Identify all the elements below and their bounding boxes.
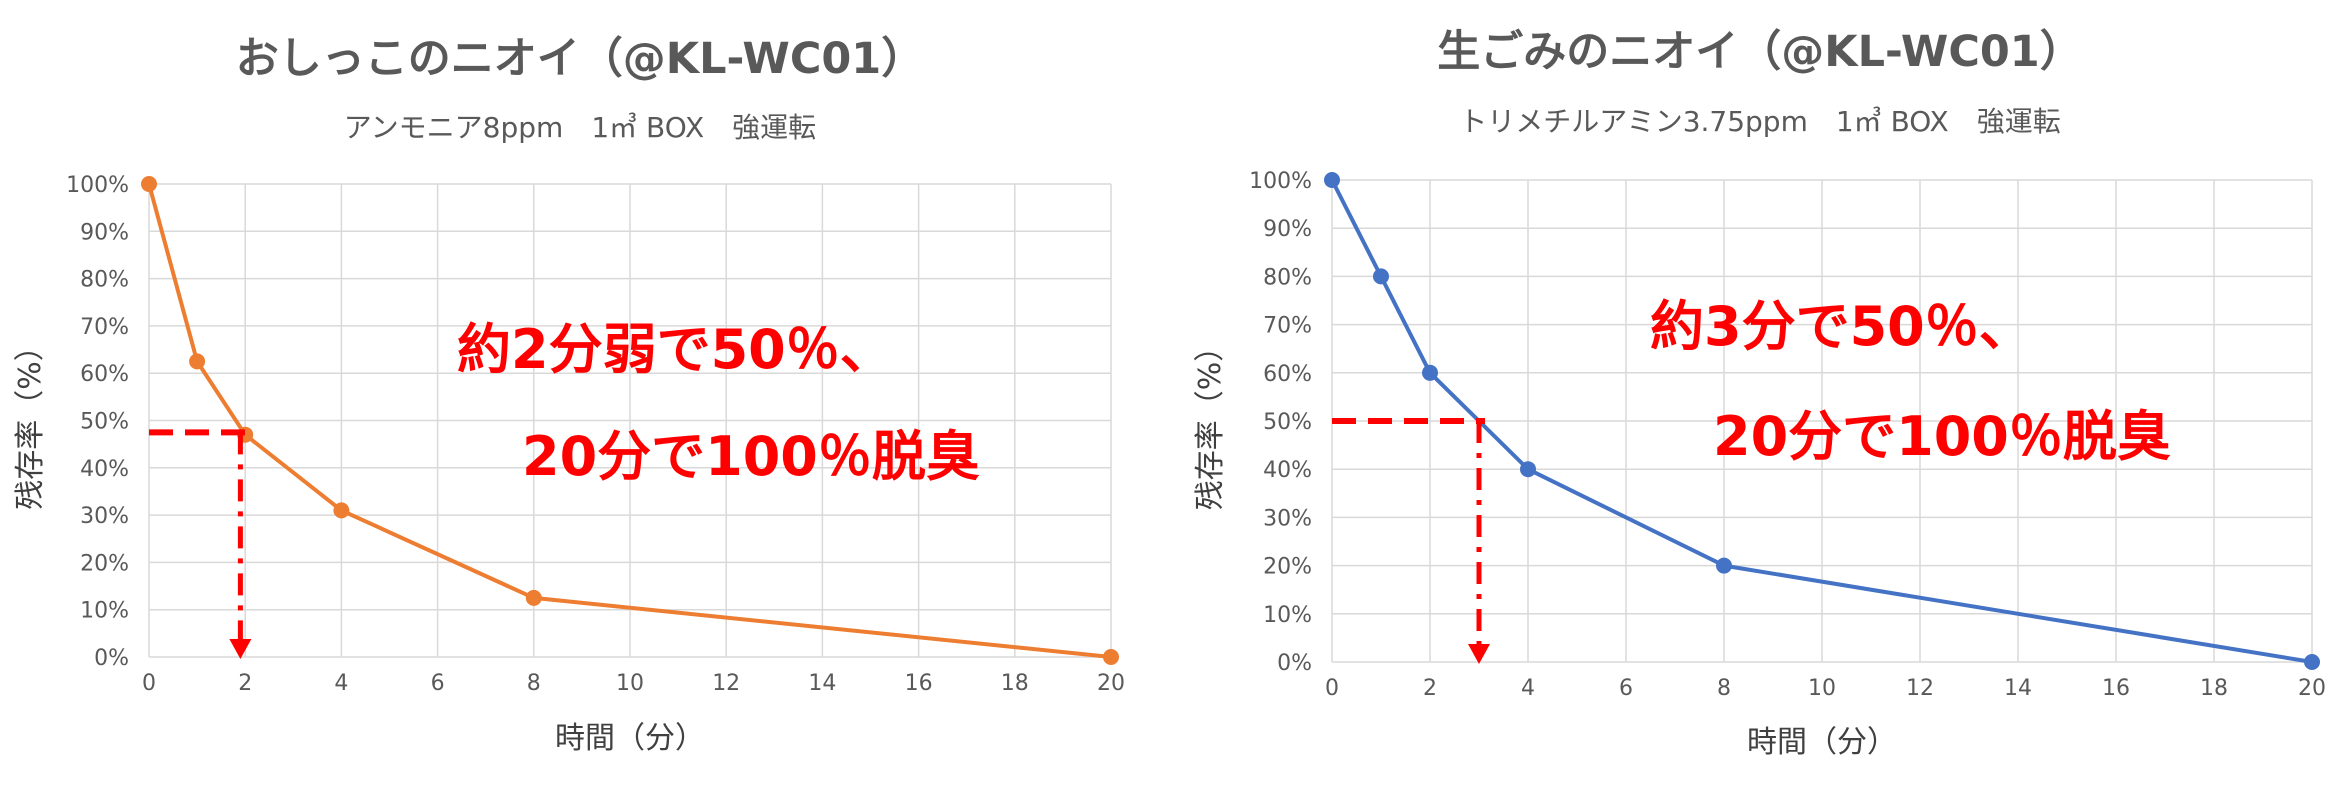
y-tick-label: 30% bbox=[1263, 506, 1312, 531]
data-point bbox=[1103, 649, 1119, 665]
x-tick-label: 20 bbox=[2298, 676, 2326, 701]
chart-panel-1: おしっこのニオイ（@KL-WC01） アンモニア8ppm 1㎥ BOX 強運転 0%… bbox=[13, 34, 1125, 756]
data-point bbox=[333, 502, 350, 519]
x-tick-label: 16 bbox=[2102, 676, 2130, 701]
data-point bbox=[525, 589, 542, 606]
y-tick-label: 90% bbox=[1263, 217, 1312, 242]
x-tick-label: 6 bbox=[431, 671, 445, 696]
data-point bbox=[1422, 364, 1438, 381]
x-tick-label: 10 bbox=[616, 671, 644, 696]
y-tick-label: 20% bbox=[1263, 555, 1312, 580]
y-tick-label: 30% bbox=[80, 504, 129, 529]
data-point bbox=[189, 353, 206, 370]
x-tick-label: 10 bbox=[1808, 676, 1836, 701]
x-tick-label: 2 bbox=[1423, 676, 1437, 701]
y-tick-label: 10% bbox=[80, 599, 129, 624]
y-tick-label: 90% bbox=[80, 220, 129, 245]
y-tick-label: 80% bbox=[80, 268, 129, 293]
data-point bbox=[1324, 172, 1340, 188]
y-tick-label: 0% bbox=[94, 646, 129, 671]
x-tick-label: 16 bbox=[905, 671, 933, 696]
y-tick-label: 50% bbox=[1263, 410, 1312, 435]
series-line bbox=[147, 183, 1112, 659]
y-tick-label: 50% bbox=[80, 410, 129, 435]
annotation-text: 20分で100％脱臭 bbox=[1713, 405, 2171, 468]
y-tick-label: 70% bbox=[80, 315, 129, 340]
data-point bbox=[1716, 557, 1732, 574]
y-axis-label: 残存率（%） bbox=[13, 331, 48, 510]
annotation-text: 約3分で50％、 bbox=[1650, 295, 2033, 358]
x-axis-label: 時間（分） bbox=[1747, 725, 1897, 760]
data-point bbox=[1520, 461, 1536, 478]
x-tick-label: 8 bbox=[1717, 676, 1731, 701]
y-tick-label: 10% bbox=[1263, 603, 1312, 628]
x-tick-label: 18 bbox=[2200, 676, 2228, 701]
gridlines bbox=[148, 183, 1112, 658]
y-axis-label: 残存率（%） bbox=[1193, 332, 1228, 511]
x-tick-label: 14 bbox=[808, 671, 836, 696]
reference-arrowhead bbox=[229, 639, 252, 659]
x-tick-label: 6 bbox=[1619, 676, 1633, 701]
reference-arrowhead bbox=[1468, 644, 1490, 664]
y-tick-label: 100% bbox=[1249, 169, 1312, 194]
data-point bbox=[1373, 268, 1389, 285]
x-tick-label: 20 bbox=[1097, 671, 1125, 696]
y-tick-label: 40% bbox=[1263, 458, 1312, 483]
y-tick-label: 60% bbox=[80, 362, 129, 387]
y-tick-label: 70% bbox=[1263, 314, 1312, 339]
data-point bbox=[2304, 654, 2320, 670]
x-tick-label: 0 bbox=[142, 671, 156, 696]
x-tick-label: 4 bbox=[1521, 676, 1535, 701]
x-tick-label: 8 bbox=[527, 671, 541, 696]
chart-title: おしっこのニオイ（@KL-WC01） bbox=[236, 34, 924, 84]
y-tick-label: 20% bbox=[80, 551, 129, 576]
chart-subtitle: トリメチルアミン3.75ppm 1㎥ BOX 強運転 bbox=[1459, 105, 2060, 138]
x-tick-label: 4 bbox=[334, 671, 348, 696]
x-tick-label: 0 bbox=[1325, 676, 1339, 701]
x-axis-label: 時間（分） bbox=[555, 721, 705, 756]
x-tick-label: 14 bbox=[2004, 676, 2032, 701]
annotation-text: 20分で100％脱臭 bbox=[522, 425, 980, 488]
gridlines bbox=[1331, 179, 2313, 663]
y-tick-label: 100% bbox=[66, 173, 129, 198]
x-tick-label: 12 bbox=[712, 671, 740, 696]
x-tick-label: 18 bbox=[1001, 671, 1029, 696]
data-point bbox=[141, 176, 157, 192]
y-tick-label: 40% bbox=[80, 457, 129, 482]
y-tick-label: 0% bbox=[1277, 651, 1312, 676]
x-tick-label: 2 bbox=[238, 671, 252, 696]
y-tick-label: 80% bbox=[1263, 265, 1312, 290]
y-tick-label: 60% bbox=[1263, 362, 1312, 387]
chart-subtitle: アンモニア8ppm 1㎥ BOX 強運転 bbox=[344, 111, 816, 144]
chart-title: 生ごみのニオイ（@KL-WC01） bbox=[1437, 27, 2082, 77]
annotation-text: 約2分弱で50％、 bbox=[457, 318, 894, 381]
chart-panel-2: 生ごみのニオイ（@KL-WC01） トリメチルアミン3.75ppm 1㎥ BOX … bbox=[1193, 27, 2326, 760]
x-tick-label: 12 bbox=[1906, 676, 1934, 701]
